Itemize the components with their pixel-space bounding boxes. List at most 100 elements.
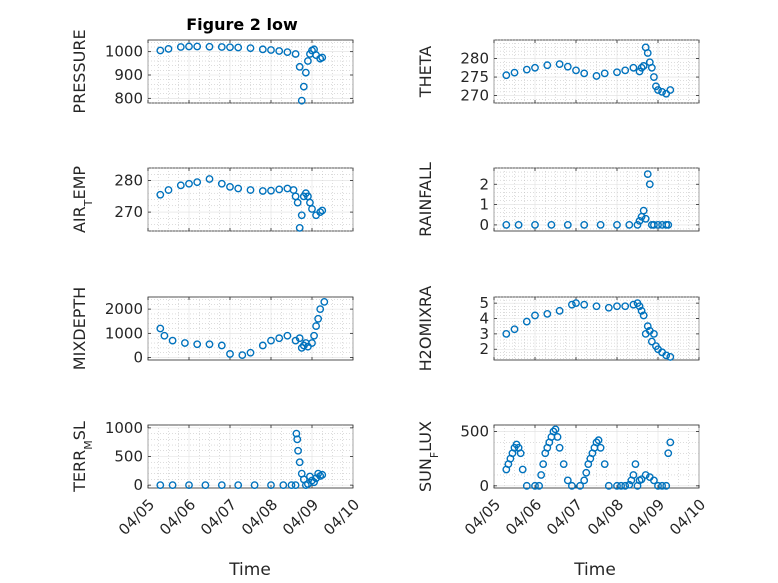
data-point xyxy=(650,73,658,81)
data-point xyxy=(645,180,654,189)
data-point xyxy=(604,481,613,490)
data-point xyxy=(555,443,564,452)
data-point xyxy=(596,443,605,452)
data-point xyxy=(234,43,243,52)
data-point xyxy=(226,182,234,191)
data-point xyxy=(633,221,642,229)
data-point xyxy=(160,331,169,340)
data-point xyxy=(293,435,302,444)
data-point xyxy=(631,460,640,469)
data-point xyxy=(295,223,304,232)
data-point xyxy=(246,186,255,194)
y-axis-label: THETA xyxy=(416,46,435,98)
data-point xyxy=(180,339,189,347)
data-point xyxy=(576,481,584,490)
data-point xyxy=(258,187,267,195)
data-point xyxy=(246,44,255,53)
data-point xyxy=(658,481,666,490)
data-point xyxy=(279,481,288,490)
data-point xyxy=(299,82,308,91)
data-point xyxy=(226,43,234,52)
y-tick-label: 500 xyxy=(114,448,143,466)
data-point xyxy=(621,302,630,311)
data-point xyxy=(291,481,300,490)
data-point xyxy=(156,324,165,333)
data-point xyxy=(316,305,325,314)
y-tick-label: 2 xyxy=(479,340,489,358)
data-point xyxy=(543,310,552,318)
data-point xyxy=(258,45,267,54)
data-point xyxy=(193,178,202,187)
data-point xyxy=(613,481,621,490)
y-tick-label: 2000 xyxy=(105,300,143,318)
y-axis-label: RAINFALL xyxy=(416,162,435,237)
y-tick-label: 0 xyxy=(133,349,143,367)
data-point xyxy=(531,221,539,229)
data-point xyxy=(625,221,634,229)
data-point xyxy=(308,476,316,485)
data-point xyxy=(549,427,558,436)
data-point xyxy=(522,481,531,490)
data-point xyxy=(320,297,329,306)
data-point xyxy=(629,63,638,72)
data-point xyxy=(563,221,572,229)
data-point xyxy=(568,300,576,309)
data-point xyxy=(604,303,613,312)
data-point xyxy=(617,481,625,490)
y-tick-label: 0 xyxy=(479,216,489,234)
figure-title: Figure 2 low xyxy=(186,15,298,34)
data-point xyxy=(193,42,202,51)
subplot-5: 0 1000 2000 MIXDEPTH xyxy=(70,287,354,370)
data-point xyxy=(164,186,173,194)
data-point xyxy=(185,42,193,51)
data-point xyxy=(650,329,658,338)
data-point xyxy=(303,57,312,65)
data-point xyxy=(291,50,300,58)
data-point xyxy=(592,72,601,80)
data-point xyxy=(267,481,275,490)
data-point xyxy=(295,62,304,71)
data-point xyxy=(531,481,539,490)
data-point xyxy=(650,221,658,229)
data-point xyxy=(185,481,193,490)
y-tick-label: 500 xyxy=(460,423,489,441)
data-point xyxy=(613,221,621,229)
data-point xyxy=(662,351,671,360)
data-point xyxy=(580,69,589,78)
data-point xyxy=(547,221,556,229)
subplot-4: 0 1 2 RAINFALL xyxy=(416,162,700,237)
data-point xyxy=(654,481,662,490)
data-point xyxy=(275,185,284,194)
data-point xyxy=(666,438,675,447)
y-tick-label: 1000 xyxy=(105,419,143,437)
data-point xyxy=(664,221,673,229)
data-point xyxy=(318,53,327,62)
data-point xyxy=(594,436,603,445)
plot-area xyxy=(493,424,700,489)
data-point xyxy=(217,341,226,350)
y-axis-label: PRESSURE xyxy=(70,29,89,113)
data-point xyxy=(312,322,320,330)
y-tick-label: 270 xyxy=(460,87,489,105)
data-point xyxy=(639,206,648,215)
data-point xyxy=(531,311,539,320)
data-point xyxy=(314,469,323,478)
data-point xyxy=(654,86,662,94)
data-point xyxy=(543,61,552,70)
y-tick-label: 3 xyxy=(479,325,489,343)
data-point xyxy=(318,470,327,479)
data-point xyxy=(643,170,652,178)
data-point xyxy=(613,302,621,311)
data-point xyxy=(246,348,255,357)
data-point xyxy=(613,68,621,77)
y-tick-label: 0 xyxy=(479,477,489,495)
data-point xyxy=(522,317,531,326)
data-point xyxy=(502,71,511,80)
data-point xyxy=(250,481,259,490)
data-point xyxy=(297,96,306,105)
data-point xyxy=(629,471,638,479)
data-point xyxy=(600,460,609,469)
data-point xyxy=(666,86,675,94)
data-point xyxy=(156,481,165,490)
